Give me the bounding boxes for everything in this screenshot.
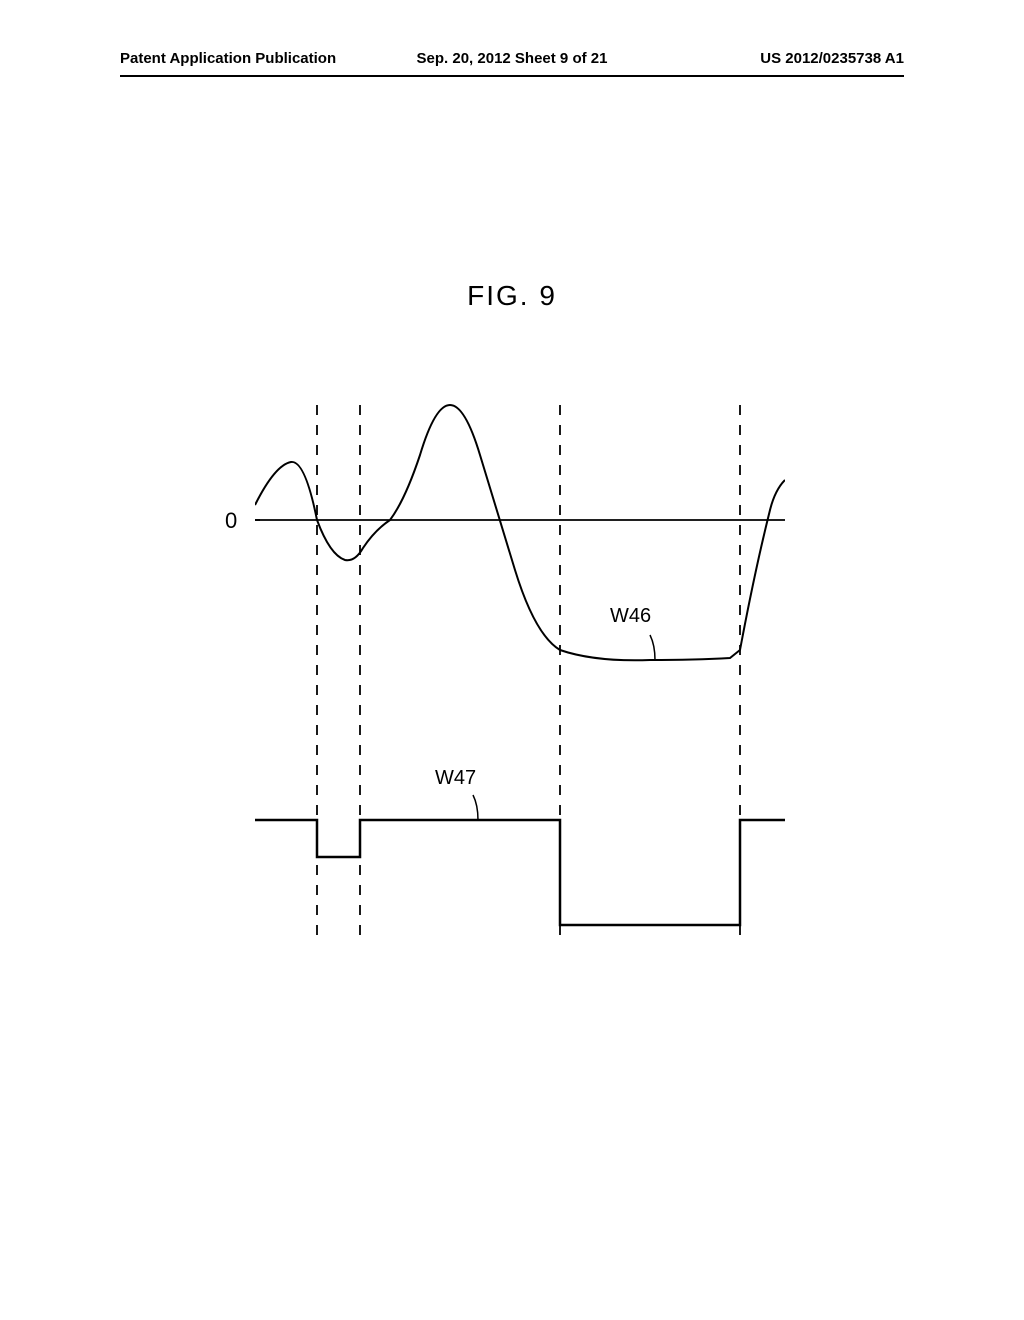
header-publication-type: Patent Application Publication xyxy=(120,50,381,67)
waveform-diagram xyxy=(255,390,785,950)
header-publication-number: US 2012/0235738 A1 xyxy=(643,50,904,67)
w47-label: W47 xyxy=(435,767,476,790)
figure-title: FIG. 9 xyxy=(0,280,1024,312)
zero-axis-label: 0 xyxy=(225,508,237,534)
header-date-sheet: Sep. 20, 2012 Sheet 9 of 21 xyxy=(381,50,642,67)
header-separator xyxy=(120,75,904,77)
page-header: Patent Application Publication Sep. 20, … xyxy=(0,50,1024,67)
diagram-container: 0 W46 W47 xyxy=(255,390,785,950)
w46-label: W46 xyxy=(610,605,651,628)
